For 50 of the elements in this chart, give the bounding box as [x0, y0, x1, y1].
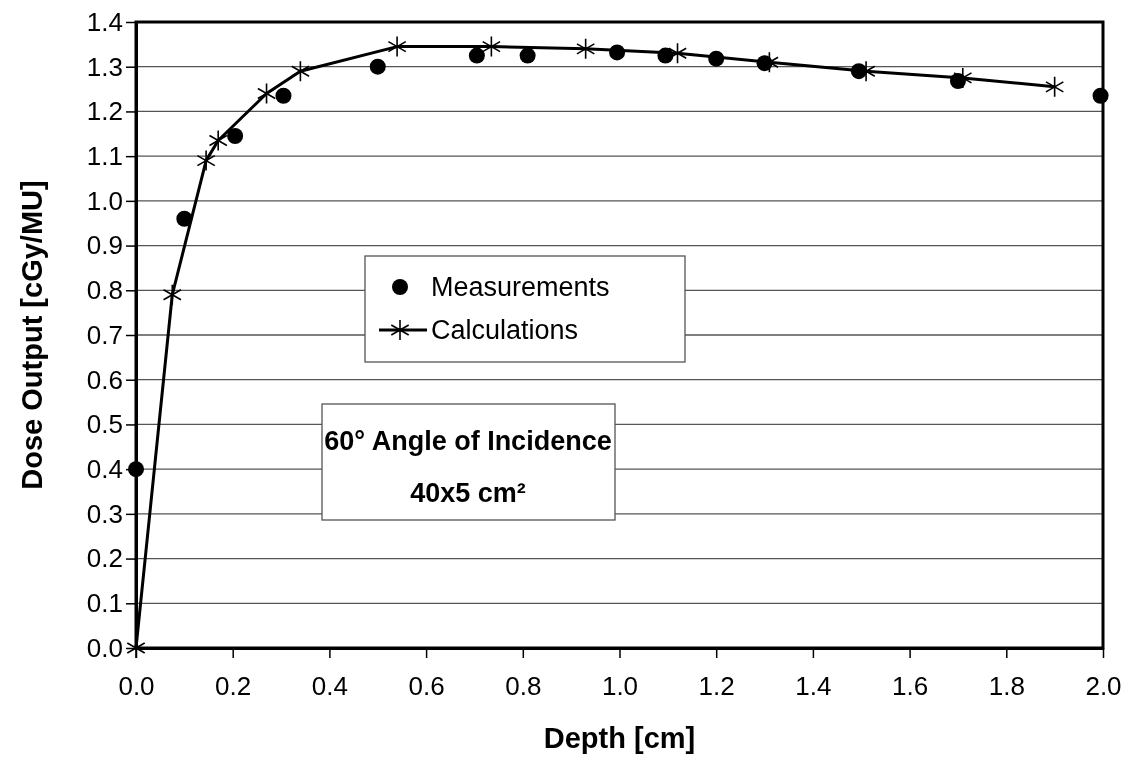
y-axis-title: Dose Output [cGy/MU]: [16, 180, 48, 490]
y-tick-label: 1.0: [86, 185, 123, 216]
point: [1092, 87, 1109, 104]
annotation: 40x5 cm²: [410, 478, 526, 508]
point: [162, 283, 182, 306]
y-tick-label: 0.6: [86, 364, 123, 395]
x-tick-label: 1.8: [988, 670, 1025, 701]
x-tick-label: 0.4: [311, 670, 348, 701]
x-tick-label: 0.8: [505, 670, 542, 701]
point: [387, 35, 407, 58]
legend-label: Measurements: [431, 272, 610, 302]
x-tick-label: 1.6: [892, 670, 929, 701]
point: [369, 58, 386, 75]
y-tick-label: 1.4: [86, 6, 123, 37]
x-tick-label: 2.0: [1085, 670, 1122, 701]
point: [275, 87, 292, 104]
y-tick-label: 0.9: [86, 230, 123, 261]
y-tick-label: 0.5: [86, 409, 123, 440]
point: [196, 149, 216, 172]
y-tick-label: 0.8: [86, 275, 123, 306]
point: [128, 461, 144, 478]
x-tick-label: 1.2: [698, 670, 735, 701]
point: [227, 128, 244, 145]
point: [1045, 76, 1065, 98]
y-tick-label: 0.7: [86, 319, 123, 350]
x-tick-label: 0.6: [408, 670, 445, 701]
point: [576, 38, 596, 60]
annotation: 60° Angle of Incidence: [324, 426, 612, 456]
x-tick-label: 0.0: [118, 670, 155, 701]
y-tick-label: 1.2: [86, 96, 123, 127]
y-tick-label: 0.0: [86, 632, 123, 663]
point: [668, 42, 688, 65]
y-tick-label: 0.3: [86, 498, 123, 529]
point: [257, 82, 277, 105]
x-tick-label: 1.4: [795, 670, 832, 701]
point: [953, 67, 973, 89]
x-tick-label: 0.2: [215, 670, 252, 701]
point: [290, 60, 310, 82]
y-tick-label: 1.3: [86, 51, 123, 82]
point: [208, 129, 228, 152]
legend-label: Calculations: [431, 315, 579, 345]
point: [481, 35, 501, 58]
y-tick-label: 1.1: [86, 140, 123, 171]
y-tick-label: 0.1: [86, 588, 123, 619]
point: [519, 47, 536, 64]
x-tick-label: 1.0: [601, 670, 639, 701]
y-tick-label: 0.2: [86, 543, 123, 574]
y-tick-label: 0.4: [86, 453, 123, 484]
x-axis-title: Depth [cm]: [543, 722, 696, 754]
point: [468, 47, 485, 64]
